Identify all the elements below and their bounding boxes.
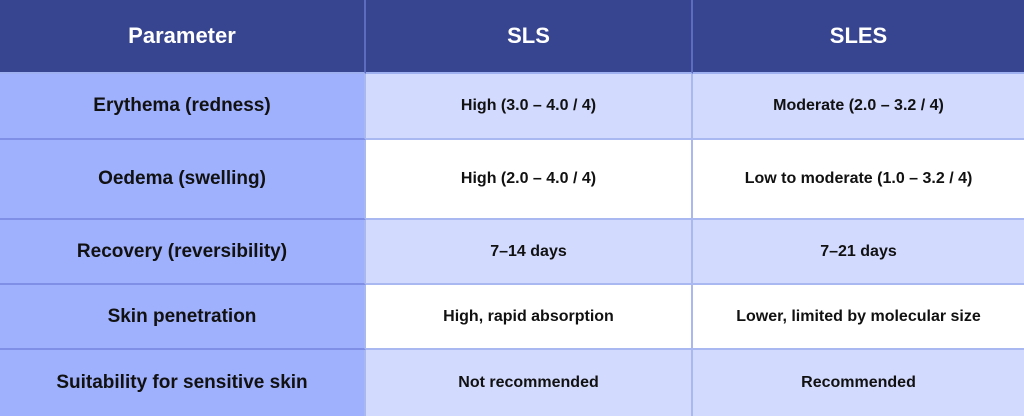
row-oedema-parameter: Oedema (swelling) — [0, 140, 366, 220]
row-oedema-sles: Low to moderate (1.0 – 3.2 / 4) — [693, 140, 1024, 220]
row-erythema-sls: High (3.0 – 4.0 / 4) — [366, 74, 693, 140]
row-erythema-parameter: Erythema (redness) — [0, 74, 366, 140]
header-sls: SLS — [366, 0, 693, 74]
row-recovery-parameter: Recovery (reversibility) — [0, 220, 366, 285]
row-erythema-sles: Moderate (2.0 – 3.2 / 4) — [693, 74, 1024, 140]
row-penetration-sls: High, rapid absorption — [366, 285, 693, 350]
header-parameter: Parameter — [0, 0, 366, 74]
header-sles: SLES — [693, 0, 1024, 74]
row-oedema-sls: High (2.0 – 4.0 / 4) — [366, 140, 693, 220]
row-penetration-parameter: Skin penetration — [0, 285, 366, 350]
row-recovery-sls: 7–14 days — [366, 220, 693, 285]
row-suitability-sles: Recommended — [693, 350, 1024, 416]
row-suitability-sls: Not recommended — [366, 350, 693, 416]
row-suitability-parameter: Suitability for sensitive skin — [0, 350, 366, 416]
row-penetration-sles: Lower, limited by molecular size — [693, 285, 1024, 350]
row-recovery-sles: 7–21 days — [693, 220, 1024, 285]
